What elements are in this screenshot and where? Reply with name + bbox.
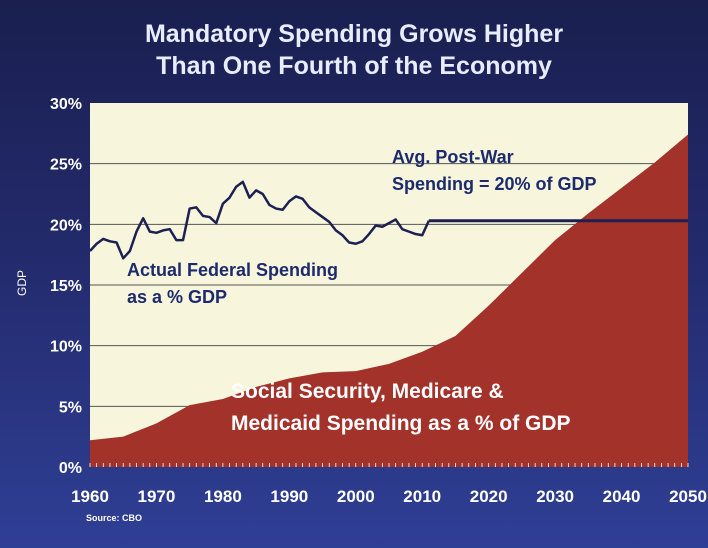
x-tick-label: 1960	[71, 487, 109, 506]
x-tick-label: 2010	[403, 487, 441, 506]
y-tick-label: 0%	[59, 460, 82, 477]
y-tick-label: 20%	[50, 217, 82, 234]
mandatory-annotation-line-1: Social Security, Medicare &	[231, 380, 504, 403]
y-tick-label: 15%	[50, 278, 82, 295]
avg-annotation-line-2: Spending = 20% of GDP	[392, 174, 597, 194]
x-tick-labels: 1960 1970 1980 1990 2000 2010 2020 2030 2040 2050	[71, 487, 707, 506]
title-line-2: Than One Fourth of the Economy	[156, 52, 552, 80]
x-tick-label: 2000	[337, 487, 375, 506]
x-tick-label: 1980	[204, 487, 242, 506]
y-tick-label: 5%	[59, 399, 82, 416]
actual-annotation-line-2: as a % GDP	[127, 287, 227, 307]
avg-annotation-line-1: Avg. Post-War	[392, 147, 514, 167]
title-line-1: Mandatory Spending Grows Higher	[144, 20, 564, 48]
actual-spending-line	[89, 180, 431, 260]
source-note: Source: CBO	[86, 513, 142, 523]
x-minor-ticks	[89, 463, 689, 467]
y-tick-labels: 0% 5% 10% 15% 20% 25% 30%	[50, 96, 82, 477]
chart-title: Mandatory Spending Grows Higher Than One…	[0, 18, 708, 82]
y-tick-label: 30%	[50, 96, 82, 113]
x-tick-label: 1970	[138, 487, 176, 506]
mandatory-spending-area	[90, 134, 688, 467]
x-tick-label: 1990	[270, 487, 308, 506]
y-tick-label: 25%	[50, 157, 82, 174]
x-tick-label: 2020	[470, 487, 508, 506]
x-tick-label: 2040	[603, 487, 641, 506]
actual-annotation-line-1: Actual Federal Spending	[127, 260, 338, 280]
x-tick-label: 2030	[536, 487, 574, 506]
y-axis-label: GDP	[15, 270, 29, 296]
y-tick-label: 10%	[50, 339, 82, 356]
mandatory-annotation-line-2: Medicaid Spending as a % of GDP	[231, 412, 571, 435]
x-tick-label: 2050	[669, 487, 707, 506]
